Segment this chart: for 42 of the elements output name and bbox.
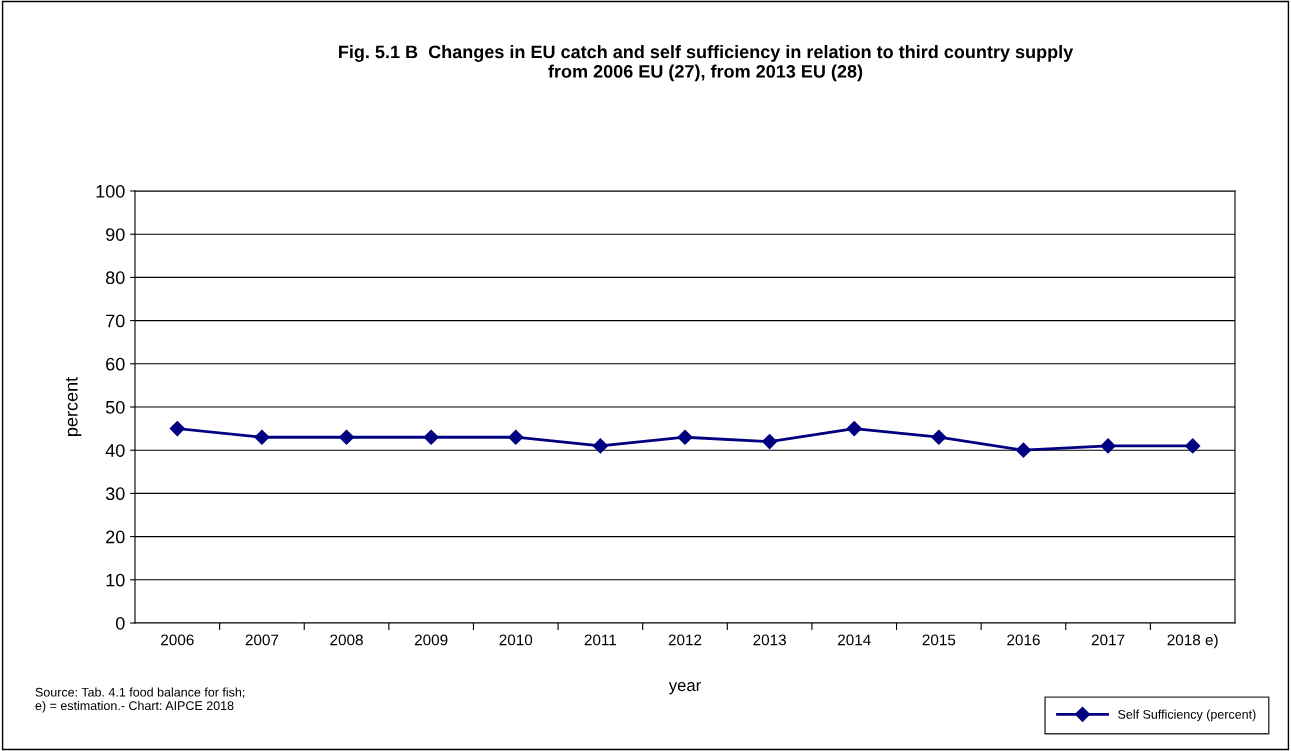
x-tick-label: 2010 bbox=[499, 634, 533, 646]
y-tick-label: 20 bbox=[106, 530, 125, 544]
point bbox=[1100, 438, 1116, 454]
point bbox=[931, 429, 947, 445]
point bbox=[846, 421, 862, 437]
x-tick-label: 2013 bbox=[753, 634, 786, 646]
point bbox=[677, 429, 693, 445]
x-tick-label: 2012 bbox=[668, 634, 702, 646]
y-tick-label: 90 bbox=[106, 228, 125, 241]
x-tick-label: 2011 bbox=[584, 634, 617, 646]
y-tick-label: 70 bbox=[106, 314, 125, 328]
point bbox=[423, 429, 439, 445]
chart-title: Fig. 5.1 B Changes in EU catch and self sufficiency in relation to third country supply from 2006 EU (27), from 2013 EU (28) bbox=[339, 45, 1074, 82]
source-note: Source: Tab. 4.1 food balance for fish; e) = estimation.- Chart: AIPCE 2018 bbox=[35, 687, 245, 713]
point bbox=[1185, 438, 1201, 454]
y-tick-label: 10 bbox=[106, 573, 125, 587]
point bbox=[592, 438, 608, 454]
y-tick-label: 100 bbox=[96, 184, 125, 198]
x-axis-title: year bbox=[668, 682, 701, 695]
x-tick-label: 2017 bbox=[1091, 634, 1125, 646]
x-tick-label: 2006 bbox=[161, 634, 194, 646]
x-tick-label: 2009 bbox=[414, 634, 448, 646]
point bbox=[338, 429, 355, 445]
point bbox=[169, 421, 185, 437]
legend-label: Self Sufficiency (percent) bbox=[1118, 709, 1256, 722]
x-tick-label: 2015 bbox=[922, 634, 956, 646]
y-tick-label: 80 bbox=[105, 271, 125, 285]
point bbox=[508, 429, 524, 445]
y-tick-label: 40 bbox=[105, 444, 125, 457]
x-tick-label: 2007 bbox=[245, 634, 279, 646]
point bbox=[762, 433, 778, 450]
x-tick-label: 2008 bbox=[330, 634, 363, 646]
x-tick-label: 2014 bbox=[838, 634, 871, 646]
y-axis-title: percent bbox=[65, 377, 82, 436]
x-tick-label: 2016 bbox=[1007, 634, 1040, 646]
x-tick-label: 2018 e) bbox=[1167, 634, 1218, 649]
point bbox=[254, 429, 270, 445]
y-tick-label: 30 bbox=[105, 487, 125, 501]
point bbox=[1015, 442, 1032, 458]
y-tick-label: 50 bbox=[105, 400, 125, 414]
y-tick-label: 60 bbox=[106, 357, 125, 371]
y-tick-label: 0 bbox=[115, 616, 125, 630]
